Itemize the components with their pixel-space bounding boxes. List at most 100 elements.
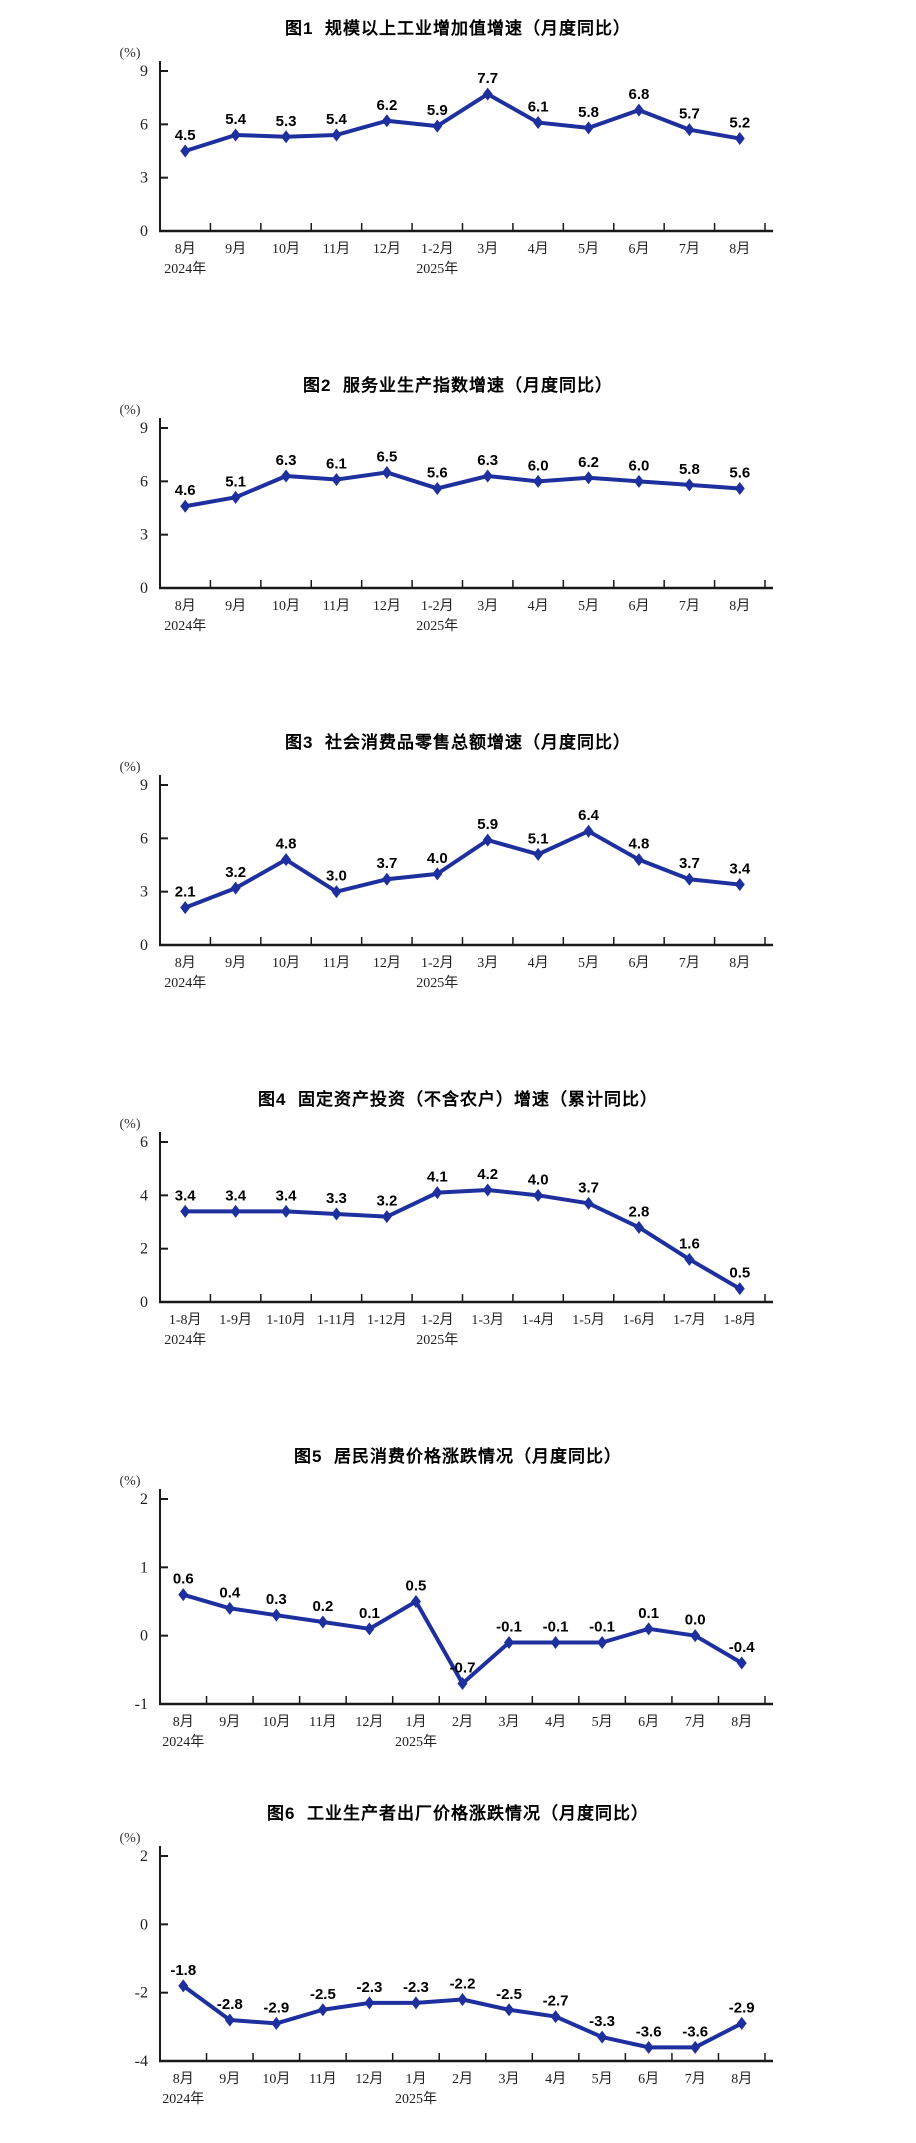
svg-text:6.1: 6.1 (528, 99, 549, 116)
svg-text:3: 3 (140, 527, 148, 544)
svg-text:2025年: 2025年 (416, 261, 458, 277)
svg-text:5.6: 5.6 (427, 464, 448, 481)
svg-text:9月: 9月 (225, 598, 246, 614)
svg-text:-1: -1 (135, 1696, 148, 1713)
svg-text:11月: 11月 (323, 955, 350, 971)
svg-text:6.8: 6.8 (629, 86, 650, 103)
svg-text:0: 0 (140, 1916, 148, 1933)
svg-text:5.3: 5.3 (276, 113, 297, 130)
svg-text:-2.3: -2.3 (356, 1979, 382, 1996)
chart-fig4: 图4 固定资产投资（不含农户）增速（累计同比） 0 2 4 6 (%) 1-8月 1-9月 1… (0, 1071, 916, 1428)
svg-text:5.8: 5.8 (679, 461, 700, 478)
svg-text:9: 9 (140, 63, 148, 80)
svg-text:2024年: 2024年 (162, 1734, 204, 1750)
svg-text:2025年: 2025年 (416, 618, 458, 634)
svg-text:5.9: 5.9 (427, 102, 448, 119)
svg-text:1-9月: 1-9月 (219, 1312, 252, 1328)
svg-text:-0.4: -0.4 (729, 1639, 756, 1656)
svg-text:1-5月: 1-5月 (572, 1312, 605, 1328)
svg-text:5月: 5月 (578, 955, 599, 971)
svg-text:8月: 8月 (729, 241, 750, 257)
svg-text:4月: 4月 (545, 1714, 566, 1730)
svg-text:3.4: 3.4 (225, 1187, 247, 1204)
chart-fig3: 图3 社会消费品零售总额增速（月度同比） 0 3 6 9 (%) 8月 9月 10月 11月 12… (0, 714, 916, 1071)
svg-text:6月: 6月 (628, 955, 649, 971)
svg-text:1-2月: 1-2月 (421, 1312, 454, 1328)
svg-text:6.2: 6.2 (376, 97, 397, 114)
svg-text:8月: 8月 (175, 598, 196, 614)
svg-text:3.7: 3.7 (376, 855, 397, 872)
svg-text:6.0: 6.0 (528, 457, 549, 474)
svg-text:6月: 6月 (628, 241, 649, 257)
svg-text:0.6: 0.6 (173, 1571, 194, 1588)
svg-text:-2.9: -2.9 (263, 1999, 289, 2016)
svg-text:7月: 7月 (679, 241, 700, 257)
svg-text:-2.7: -2.7 (543, 1993, 569, 2010)
svg-text:10月: 10月 (262, 1714, 290, 1730)
svg-text:5月: 5月 (578, 241, 599, 257)
svg-text:3月: 3月 (477, 598, 498, 614)
svg-text:9: 9 (140, 420, 148, 437)
svg-text:2025年: 2025年 (395, 1734, 437, 1750)
svg-text:3.2: 3.2 (225, 864, 246, 881)
svg-text:9月: 9月 (219, 1714, 240, 1730)
svg-text:4.1: 4.1 (427, 1169, 448, 1186)
svg-text:0.2: 0.2 (312, 1598, 333, 1615)
svg-text:3.4: 3.4 (729, 861, 751, 878)
svg-text:10月: 10月 (272, 598, 300, 614)
svg-text:(%): (%) (120, 1474, 141, 1489)
svg-text:(%): (%) (120, 403, 141, 418)
svg-text:8月: 8月 (729, 598, 750, 614)
svg-text:8月: 8月 (175, 241, 196, 257)
svg-text:2025年: 2025年 (416, 975, 458, 991)
svg-text:1-7月: 1-7月 (673, 1312, 706, 1328)
chart-fig5-title: 图5 居民消费价格涨跌情况（月度同比） (294, 1447, 622, 1466)
svg-text:4: 4 (140, 1187, 148, 1204)
svg-text:1-8月: 1-8月 (723, 1312, 756, 1328)
chart-fig2-plot: 0 3 6 9 (%) 8月 9月 10月 11月 12月 1-2月 3月 4月 5月 6月 7月 8月 2024… (120, 403, 773, 634)
svg-text:2024年: 2024年 (162, 2091, 204, 2107)
svg-text:12月: 12月 (355, 2071, 383, 2087)
svg-text:9月: 9月 (219, 2071, 240, 2087)
svg-text:1: 1 (140, 1559, 148, 1576)
svg-text:-4: -4 (135, 2053, 148, 2070)
svg-text:5.1: 5.1 (528, 830, 549, 847)
svg-text:4月: 4月 (528, 598, 549, 614)
svg-text:1-12月: 1-12月 (367, 1312, 407, 1328)
svg-text:1-8月: 1-8月 (169, 1312, 202, 1328)
svg-text:1-2月: 1-2月 (421, 955, 454, 971)
svg-text:0.1: 0.1 (359, 1605, 380, 1622)
svg-text:-3.6: -3.6 (682, 2023, 708, 2040)
svg-text:2025年: 2025年 (416, 1332, 458, 1348)
svg-text:9月: 9月 (225, 241, 246, 257)
svg-text:6.0: 6.0 (629, 457, 650, 474)
svg-text:1月: 1月 (405, 2071, 426, 2087)
svg-text:-3.3: -3.3 (589, 2013, 615, 2030)
svg-text:3月: 3月 (499, 1714, 520, 1730)
svg-text:2024年: 2024年 (164, 975, 206, 991)
svg-text:5月: 5月 (592, 1714, 613, 1730)
svg-text:-2.5: -2.5 (496, 1986, 522, 2003)
svg-text:6.3: 6.3 (276, 452, 297, 469)
svg-text:2月: 2月 (452, 1714, 473, 1730)
svg-text:(%): (%) (120, 46, 141, 61)
svg-text:3.7: 3.7 (679, 855, 700, 872)
svg-text:0.4: 0.4 (219, 1584, 241, 1601)
svg-text:6月: 6月 (638, 1714, 659, 1730)
svg-text:12月: 12月 (355, 1714, 383, 1730)
svg-text:2月: 2月 (452, 2071, 473, 2087)
svg-text:2: 2 (140, 1241, 148, 1258)
svg-text:-2.3: -2.3 (403, 1979, 429, 1996)
svg-text:6: 6 (140, 473, 148, 490)
svg-text:8月: 8月 (731, 1714, 752, 1730)
svg-text:-2: -2 (135, 1985, 148, 2002)
svg-text:3.3: 3.3 (326, 1190, 347, 1207)
svg-text:-1.8: -1.8 (170, 1962, 196, 1979)
svg-text:6.1: 6.1 (326, 456, 347, 473)
svg-text:6月: 6月 (628, 598, 649, 614)
svg-text:10月: 10月 (262, 2071, 290, 2087)
svg-text:3.0: 3.0 (326, 868, 347, 885)
chart-fig4-plot: 0 2 4 6 (%) 1-8月 1-9月 1-10月 1-11月 1-12月 1-2月 1-3月 1-… (120, 1117, 773, 1348)
chart-fig1-plot: 0 3 6 9 (%) 8月 9月 10月 11月 12月 1-2月 3月 4月 5月 6月 7月 8月 2024… (120, 46, 773, 277)
